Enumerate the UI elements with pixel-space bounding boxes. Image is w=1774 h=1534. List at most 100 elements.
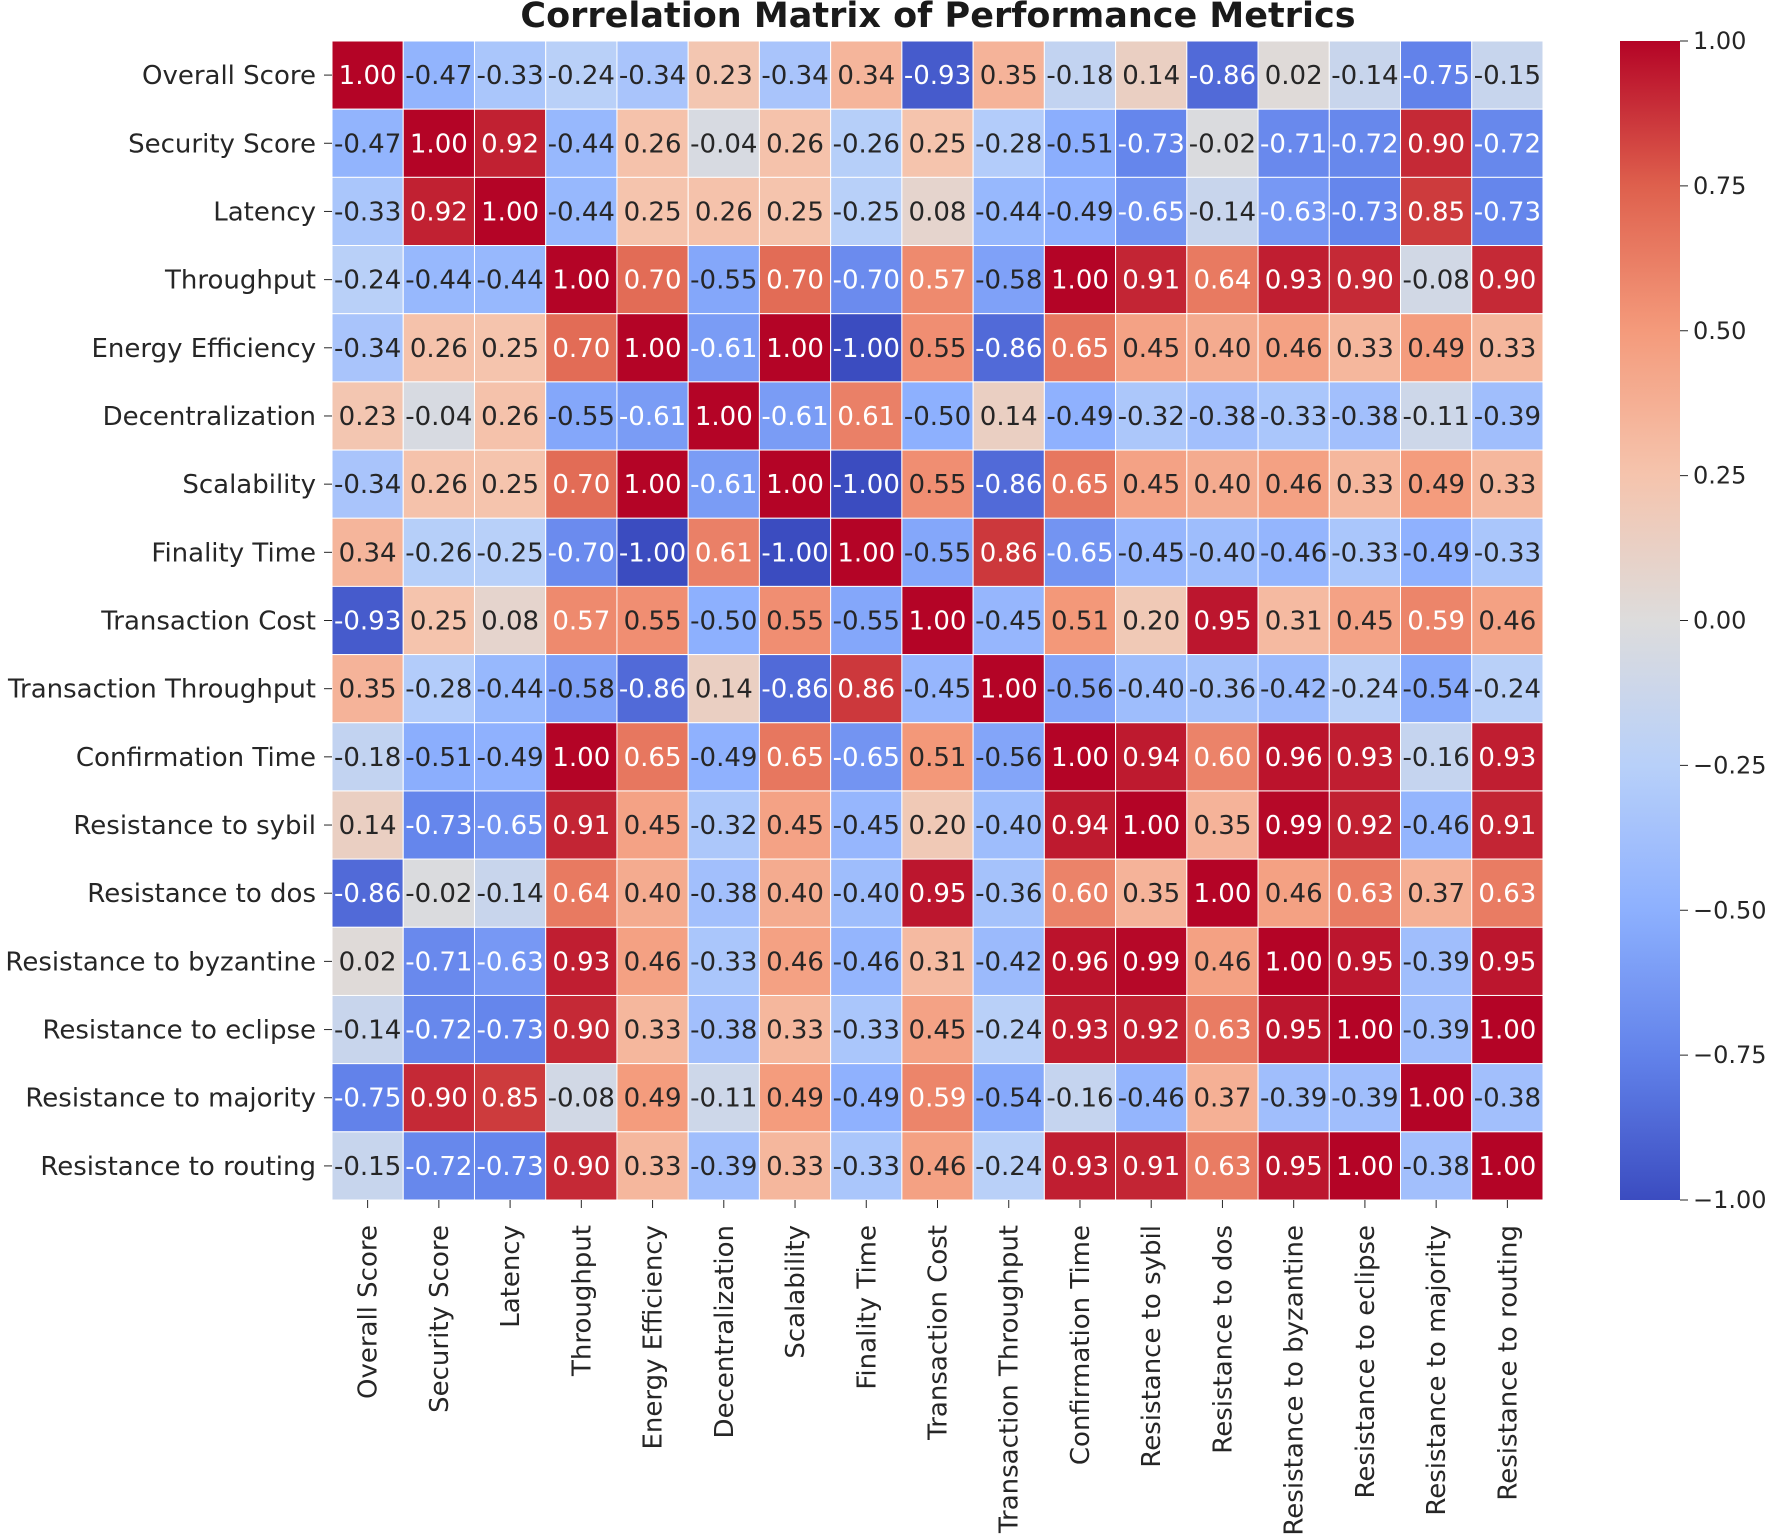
heatmap-cell: [687, 858, 760, 928]
heatmap-cell: [1471, 926, 1544, 996]
cell-value-label: 0.33: [1336, 334, 1394, 364]
cell-value-label: -0.46: [1260, 538, 1327, 568]
cell-value-label: 0.33: [766, 1016, 824, 1046]
cell-value-label: 0.70: [624, 266, 682, 296]
heatmap-cell: [687, 40, 760, 110]
cell-value-label: -0.36: [1189, 675, 1256, 705]
heatmap-cell: [901, 585, 974, 656]
heatmap-cell: [473, 245, 547, 315]
cell-value-label: -0.86: [975, 470, 1042, 500]
heatmap-cell: [1186, 926, 1259, 996]
cell-value-label: -0.49: [476, 743, 543, 773]
cell-value-label: 0.25: [410, 607, 468, 637]
heatmap-cell: [1400, 40, 1473, 110]
cell-value-label: 0.85: [1407, 197, 1465, 227]
heatmap-cell: [901, 1131, 974, 1201]
heatmap-cell: [1400, 176, 1473, 247]
heatmap-cell: [473, 176, 547, 247]
cell-value-label: 1.00: [624, 470, 682, 500]
cell-value-label: 0.90: [552, 1152, 610, 1182]
heatmap-cell: [972, 245, 1045, 315]
cell-value-label: 0.90: [410, 1084, 468, 1114]
cell-value-label: -0.86: [1189, 61, 1256, 91]
cell-value-label: -0.34: [334, 470, 401, 500]
heatmap-cell: [545, 926, 618, 996]
cell-value-label: 0.51: [1051, 607, 1109, 637]
cell-value-label: 0.70: [552, 470, 610, 500]
heatmap-cell: [1328, 926, 1402, 996]
heatmap-cell: [473, 585, 547, 656]
cell-value-label: 0.57: [909, 266, 967, 296]
cell-value-label: -0.24: [548, 61, 615, 91]
heatmap-cell: [331, 790, 404, 860]
heatmap-cell: [1471, 517, 1544, 587]
cell-value-label: 0.35: [1122, 879, 1180, 909]
cell-value-label: 0.60: [1051, 879, 1109, 909]
cell-value-label: 0.33: [1478, 334, 1536, 364]
cell-value-label: -0.49: [833, 1084, 900, 1114]
heatmap-cell: [972, 381, 1045, 451]
colorbar-tick-label: −0.25: [1693, 751, 1767, 779]
cell-value-label: -0.40: [1118, 675, 1185, 705]
heatmap-cell: [1400, 245, 1473, 315]
cell-value-label: -0.39: [690, 1152, 757, 1182]
heatmap-cell: [1186, 722, 1259, 792]
cell-value-label: -0.38: [690, 879, 757, 909]
heatmap-cell: [1471, 858, 1544, 928]
colorbar-tick-label: 0.50: [1693, 317, 1746, 345]
cell-value-label: -0.42: [1260, 675, 1327, 705]
cell-value-label: -0.04: [690, 129, 757, 159]
cell-value-label: 0.93: [1478, 743, 1536, 773]
heatmap-cell: [1400, 1131, 1473, 1201]
cell-value-label: -0.93: [334, 607, 401, 637]
cell-value-label: -0.18: [1046, 61, 1113, 91]
cell-value-label: 0.60: [1193, 743, 1251, 773]
cell-value-label: 0.90: [1336, 266, 1394, 296]
heatmap-cell: [402, 1063, 475, 1133]
heatmap-cell: [1115, 994, 1188, 1065]
cell-value-label: 1.00: [909, 607, 967, 637]
heatmap-cell: [1043, 926, 1117, 996]
heatmap-cell: [901, 722, 974, 792]
heatmap-cell: [1257, 313, 1330, 383]
heatmap-cell: [473, 108, 547, 178]
cell-value-label: -0.15: [334, 1152, 401, 1182]
cell-value-label: 0.35: [980, 61, 1038, 91]
heatmap-cell: [473, 858, 547, 928]
heatmap-cell: [545, 654, 618, 724]
heatmap-cell: [402, 926, 475, 996]
cell-value-label: 0.61: [837, 402, 895, 432]
colorbar-tick-label: 1.00: [1693, 27, 1746, 55]
cell-value-label: 0.93: [1051, 1016, 1109, 1046]
heatmap-cell: [331, 313, 404, 383]
heatmap-cell: [1257, 108, 1330, 178]
cell-value-label: -0.72: [1331, 129, 1398, 159]
cell-value-label: 1.00: [766, 470, 824, 500]
heatmap-cell: [758, 994, 832, 1065]
heatmap-cell: [830, 517, 903, 587]
cell-value-label: -0.75: [334, 1084, 401, 1114]
heatmap-cell: [473, 654, 547, 724]
cell-value-label: -0.33: [833, 1152, 900, 1182]
heatmap-cell: [830, 1131, 903, 1201]
cell-value-label: -0.58: [975, 266, 1042, 296]
x-tick-label-throughput: Throughput: [567, 1225, 597, 1377]
cell-value-label: 0.86: [837, 675, 895, 705]
cell-value-label: 1.00: [766, 334, 824, 364]
heatmap-cell: [616, 108, 689, 178]
cell-value-label: -0.45: [975, 607, 1042, 637]
heatmap-cell: [1471, 1131, 1544, 1201]
cell-value-label: -0.24: [334, 266, 401, 296]
cell-value-label: -0.61: [690, 334, 757, 364]
heatmap-cell: [1186, 381, 1259, 451]
colorbar-tick-label: 0.25: [1693, 462, 1746, 490]
cell-value-label: -0.38: [1403, 1152, 1470, 1182]
cell-value-label: -0.33: [476, 61, 543, 91]
cell-value-label: -0.56: [975, 743, 1042, 773]
cell-value-label: -1.00: [833, 334, 900, 364]
cell-value-label: 0.08: [909, 197, 967, 227]
heatmap-cell: [1115, 108, 1188, 178]
heatmap-cell: [972, 108, 1045, 178]
heatmap-cell: [1186, 1063, 1259, 1133]
